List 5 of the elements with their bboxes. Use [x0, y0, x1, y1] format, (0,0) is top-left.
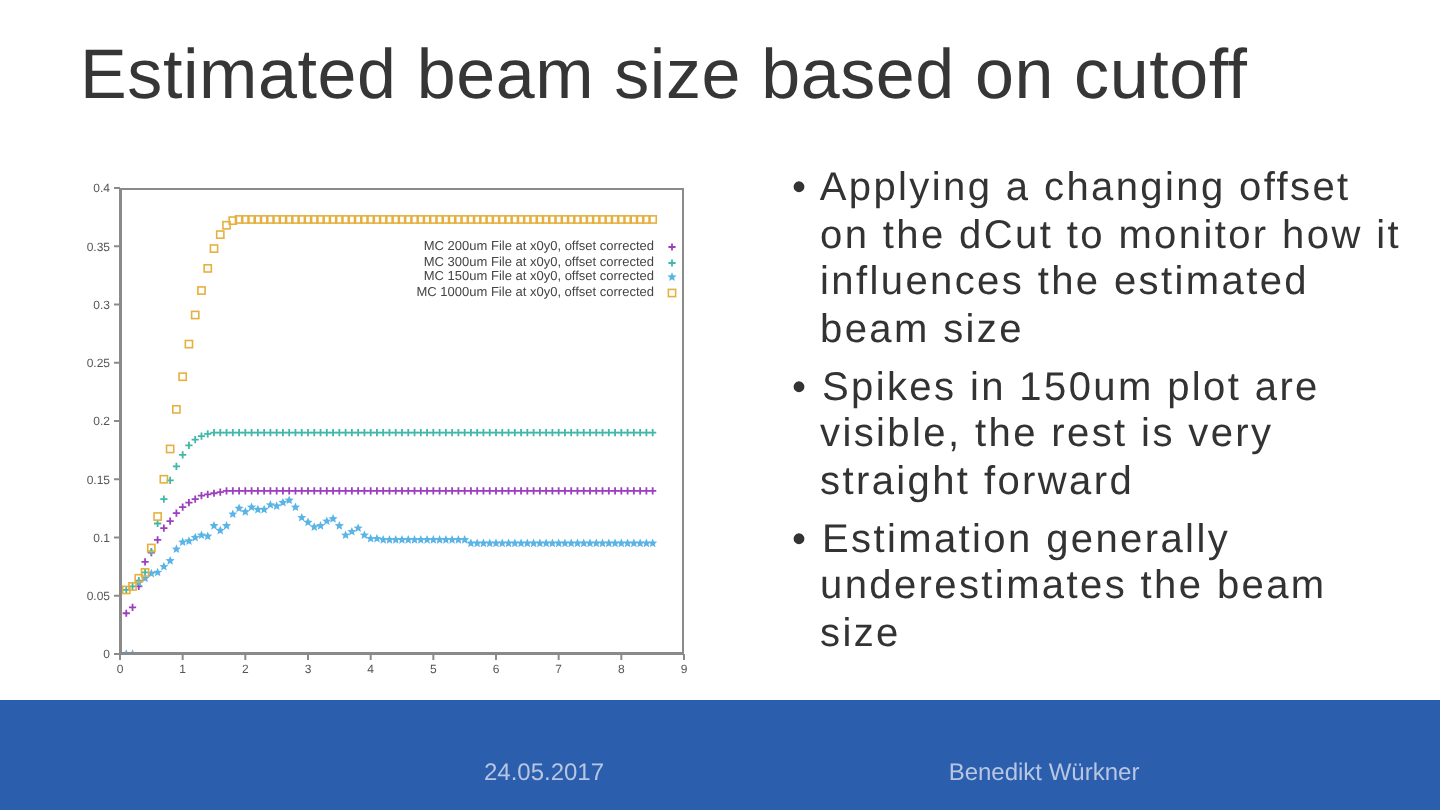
- text: • Applying a changing offset on the dCut to monitor how it influences the estimated beam size: [792, 166, 1401, 351]
- text: • Estimation generally underestimates the beam size: [792, 517, 1327, 655]
- chart-title: Estimated beam size based on cutoff: [80, 36, 1248, 114]
- text: • Spikes in 150um plot are visible, the rest is very straight forward: [792, 365, 1320, 503]
- footer-bar: 24.05.2017 Benedikt Würkner: [0, 700, 1440, 810]
